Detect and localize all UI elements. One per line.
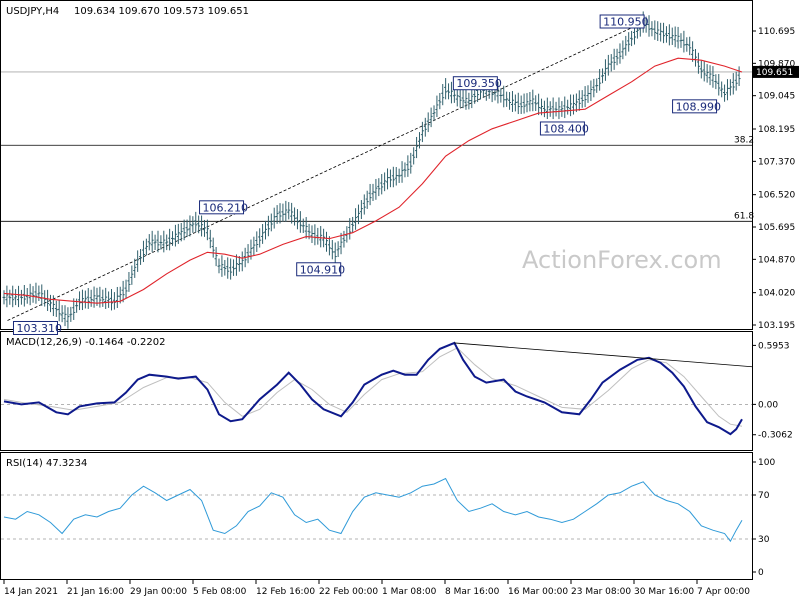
x-tick-label: 14 Jan 2021	[4, 587, 58, 597]
price-annotation-label: 108.400	[543, 122, 589, 135]
price-annotation-box	[539, 121, 585, 136]
price-annotation-label: 104.910	[300, 263, 346, 276]
price-y-tick-label: 109.870	[758, 59, 795, 69]
macd-header: MACD(12,26,9) -0.1464 -0.2202	[6, 337, 166, 348]
rsi-header: RSI(14) 47.3234	[6, 458, 87, 469]
symbol-label: USDJPY,H4	[6, 6, 59, 17]
price-y-tick-label: 110.695	[758, 27, 795, 37]
fib-level-label: 61.8	[734, 211, 754, 221]
macd-panel: 0.5953 0.00 -0.3062	[1, 341, 793, 441]
rsi-y-tick-label: 100	[758, 458, 775, 468]
macd-y-tick-label: 0.5953	[758, 341, 790, 351]
x-tick-label: 5 Feb 08:00	[193, 587, 247, 597]
price-panel-frame	[0, 0, 753, 330]
price-annotation-box	[452, 76, 498, 91]
rsi-y-tick-label: 0	[758, 568, 764, 578]
moving-average-line	[3, 57, 743, 304]
price-y-tick-label: 104.870	[758, 255, 795, 265]
last-price-marker	[753, 65, 799, 78]
x-tick-label: 21 Jan 16:00	[67, 587, 124, 597]
x-axis: 14 Jan 2021 21 Jan 16:00 29 Jan 00:00 5 Feb…	[3, 580, 750, 597]
x-tick-label: 22 Feb 00:00	[319, 587, 378, 597]
price-y-tick-label: 103.195	[758, 321, 795, 331]
price-trendline	[7, 20, 647, 321]
price-y-tick-label: 108.195	[758, 125, 795, 135]
rsi-panel: 100 70 30 0	[1, 458, 775, 578]
last-price-label: 109.651	[756, 68, 793, 78]
rsi-y-tick-label: 30	[758, 535, 770, 545]
watermark: ActionForex.com	[522, 246, 722, 274]
price-panel: 110.695 109.870 109.045 108.195 107.370 106.5…	[1, 11, 799, 335]
price-annotation-box	[12, 320, 58, 335]
price-annotation-label: 103.310	[16, 322, 62, 335]
x-tick-label: 23 Mar 08:00	[571, 587, 631, 597]
price-annotation-label: 109.350	[456, 77, 502, 90]
price-y-tick-label: 109.045	[758, 92, 795, 102]
price-annotation-box	[296, 262, 342, 277]
fib-level-label: 38.2	[734, 135, 754, 145]
price-bars	[2, 11, 741, 329]
macd-y-tick-label: -0.3062	[758, 431, 793, 441]
x-tick-label: 7 Apr 00:00	[697, 587, 750, 597]
macd-line	[3, 341, 743, 436]
macd-y-tick-label: 0.00	[758, 400, 778, 410]
x-tick-label: 8 Mar 16:00	[445, 587, 500, 597]
price-y-tick-label: 105.695	[758, 223, 795, 233]
price-annotation-box	[672, 99, 718, 114]
x-tick-label: 30 Mar 16:00	[634, 587, 694, 597]
price-annotation-box	[599, 14, 645, 29]
price-annotation-label: 106.210	[203, 201, 249, 214]
price-y-tick-label: 106.520	[758, 191, 795, 201]
x-tick-label: 12 Feb 16:00	[256, 587, 315, 597]
x-tick-label: 29 Jan 00:00	[130, 587, 187, 597]
macd-trendline	[454, 342, 753, 368]
macd-panel-frame	[0, 331, 753, 451]
price-annotation-box	[199, 200, 245, 215]
price-y-tick-label: 107.370	[758, 157, 795, 167]
price-y-tick-label: 104.020	[758, 289, 795, 299]
ohlc-header: 109.634 109.670 109.573 109.651	[74, 6, 249, 17]
rsi-panel-frame	[0, 452, 753, 580]
macd-signal-line	[3, 347, 743, 427]
x-tick-label: 1 Mar 08:00	[382, 587, 437, 597]
rsi-line	[3, 477, 743, 543]
price-annotation-label: 108.990	[676, 100, 722, 113]
price-annotation-label: 110.950	[603, 16, 649, 29]
rsi-y-tick-label: 70	[758, 491, 770, 501]
x-tick-label: 16 Mar 00:00	[508, 587, 568, 597]
